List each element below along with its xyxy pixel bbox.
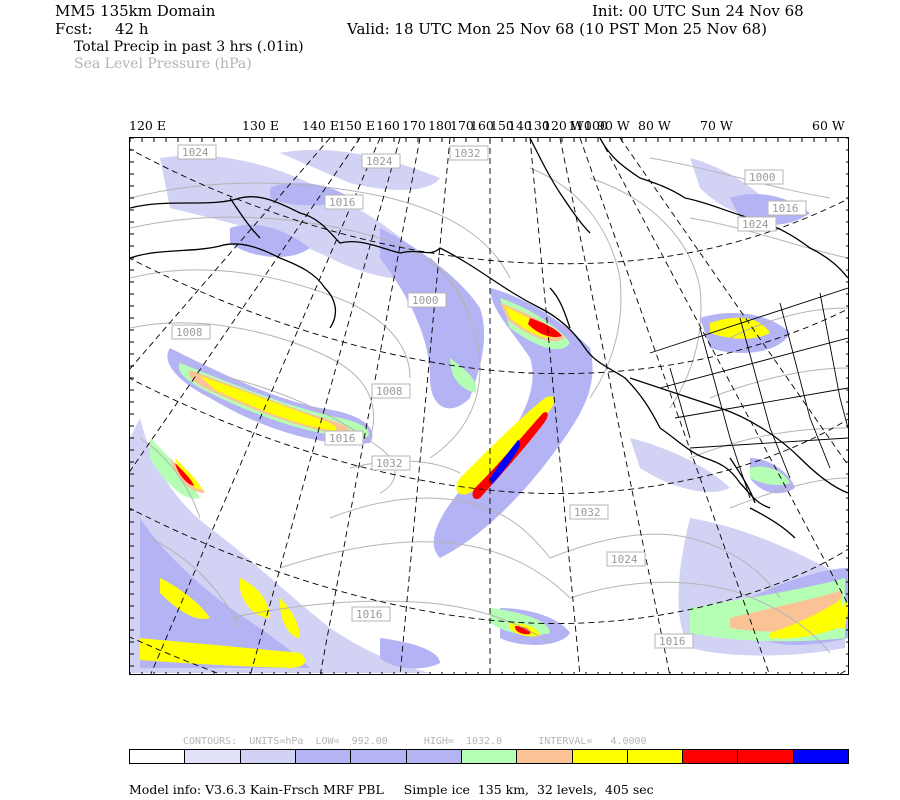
precip-colorbar [129,749,849,764]
isobar-labels: 1024 1024 1032 1016 1000 1008 1016 1032 … [171,144,807,649]
lon-label: 150 [490,118,514,133]
isobar-label: 1016 [356,608,383,621]
lon-label: 120 E [129,118,166,133]
coastlines [130,138,848,539]
field-primary-label: Total Precip in past 3 hrs (.01in) [74,39,304,55]
colorbar-cell [185,750,241,763]
lon-label: 130 E [242,118,279,133]
lon-label: 60 W [812,118,845,133]
lon-label: 130 [526,118,550,133]
isobar-label: 1024 [611,553,638,566]
colorbar-cell [683,750,739,763]
colorbar-cell [461,750,518,763]
map-canvas: 1024 1024 1032 1016 1000 1008 1016 1032 … [130,138,848,674]
isobar-label: 1024 [366,155,393,168]
isobar-label: 1024 [742,218,769,231]
political-borders [649,287,848,499]
lon-label: 70 W [700,118,733,133]
lon-label: 150 E [338,118,375,133]
colorbar-cell [517,750,573,763]
colorbar-cell [627,750,684,763]
forecast-label: Fcst: [55,20,93,38]
colorbar-cell [793,750,849,763]
field-secondary-label: Sea Level Pressure (hPa) [74,56,252,72]
isobar-label: 1016 [329,432,356,445]
precip-dark-blue [490,440,521,484]
lon-label: 80 W [638,118,671,133]
colorbar-cell [240,750,296,763]
lon-label: 180 [428,118,452,133]
isobar-label: 1024 [182,146,209,159]
lon-label: 140 E [302,118,339,133]
lon-label: 170 [402,118,426,133]
init-time: Init: 00 UTC Sun 24 Nov 68 [592,2,804,20]
isobar-label: 1032 [574,506,601,519]
precip-yellow [140,306,848,668]
colorbar-cell [406,750,462,763]
lon-label: 160 [376,118,400,133]
latlon-grid [130,138,848,674]
colorbar-cell [572,750,628,763]
lon-label: 100 [584,118,608,133]
contours-info: CONTOURS: UNITS=hPa LOW= 992.00 HIGH= 10… [183,736,647,747]
forecast-hours: 42 h [115,20,149,38]
colorbar-cell [295,750,352,763]
colorbar-cell [738,750,794,763]
lon-label: 160 [470,118,494,133]
isobars [130,157,848,654]
map-panel: 1024 1024 1032 1016 1000 1008 1016 1032 … [129,137,849,675]
lon-label: 110 [568,118,592,133]
isobar-label: 1008 [376,385,403,398]
colorbar-cell [351,750,407,763]
lon-label: 170 [450,118,474,133]
domain-title: MM5 135km Domain [55,2,216,20]
isobar-label: 1016 [659,635,686,648]
lon-label: 120 W [543,118,584,133]
border-ticks [130,138,848,674]
isobar-label: 1032 [454,147,481,160]
lon-label: 90 W [597,118,630,133]
isobar-label: 1008 [176,326,203,339]
isobar-label: 1016 [772,202,799,215]
model-info: Model info: V3.6.3 Kain-Frsch MRF PBL Si… [129,782,654,797]
colorbar-cell [130,750,186,763]
lon-label: 140 [508,118,532,133]
valid-time: Valid: 18 UTC Mon 25 Nov 68 (10 PST Mon … [347,20,767,38]
isobar-label: 1016 [329,196,356,209]
isobar-label: 1000 [412,294,439,307]
isobar-label: 1000 [749,171,776,184]
isobar-label: 1032 [376,457,403,470]
